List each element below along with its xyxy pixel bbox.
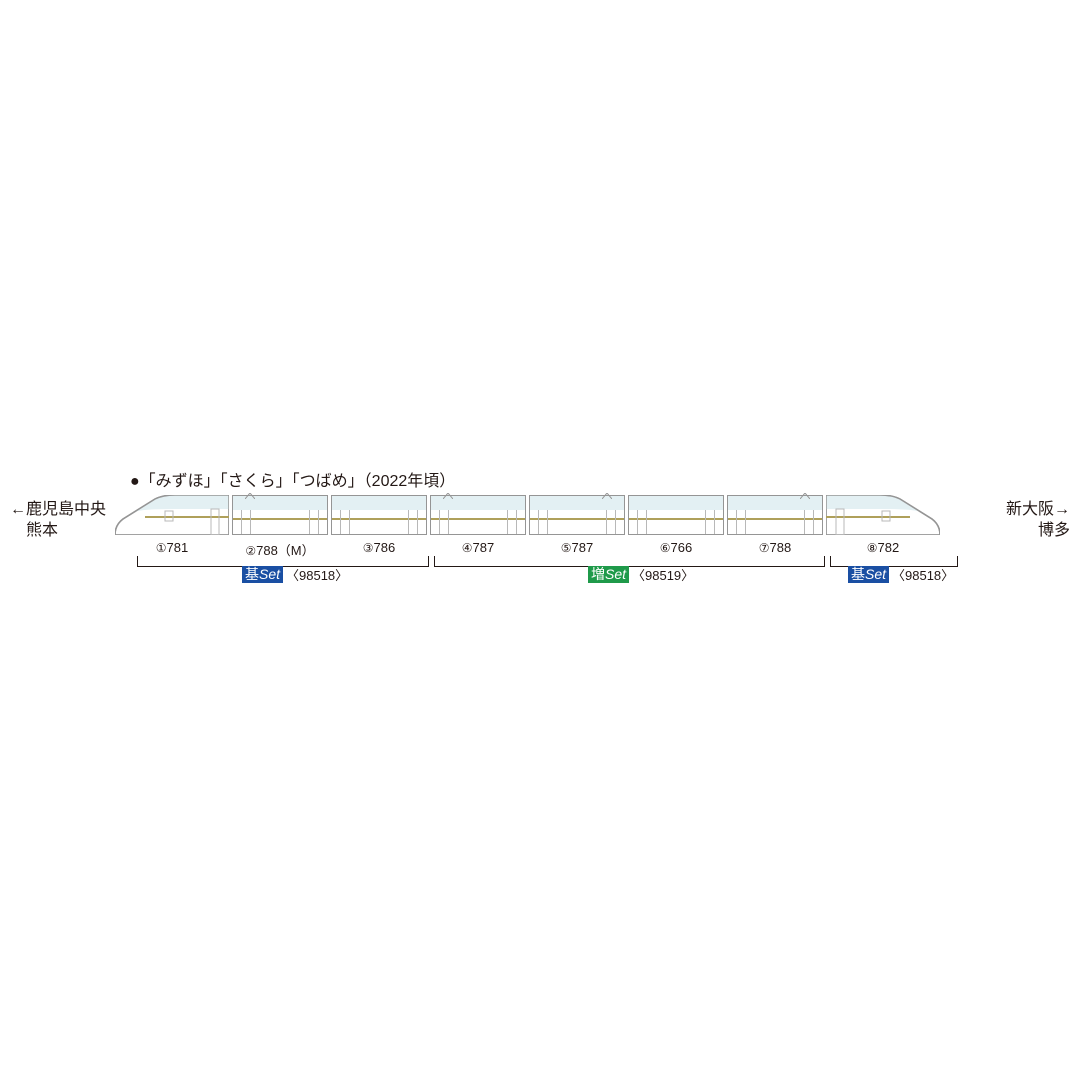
car-5: [529, 495, 625, 535]
car-6: [628, 495, 724, 535]
car-8-code: 782: [878, 540, 900, 555]
car-door: [637, 510, 647, 534]
car-door: [705, 510, 715, 534]
car-4-code: 787: [473, 540, 495, 555]
car-4: [430, 495, 526, 535]
addon-set-en: Set: [605, 566, 626, 582]
set-label-addon: 増Set 〈98519〉: [588, 565, 694, 584]
destination-left-line2: 熊本: [10, 521, 106, 542]
basic-set-en-r: Set: [865, 566, 886, 582]
car-3-num: ③: [363, 541, 374, 555]
car-8-nose-right: [826, 495, 940, 535]
destination-right-line2: 博多: [1006, 521, 1070, 542]
car-door: [408, 510, 418, 534]
basic-set-code-r: 〈98518〉: [892, 565, 954, 584]
car-8-num: ⑧: [867, 541, 878, 555]
basic-set-jp-r: 基: [851, 566, 865, 582]
destination-left: ←鹿児島中央 熊本: [10, 500, 106, 542]
car-door: [606, 510, 616, 534]
pantograph-icon: [245, 493, 255, 499]
car-3-code: 786: [374, 540, 396, 555]
basic-set-en: Set: [259, 566, 280, 582]
car-door: [804, 510, 814, 534]
car-6-code: 766: [671, 540, 693, 555]
car-7-code: 788: [770, 540, 792, 555]
pantograph-icon: [602, 493, 612, 499]
addon-set-code: 〈98519〉: [632, 565, 694, 584]
car-door: [538, 510, 548, 534]
pantograph-icon: [800, 493, 810, 499]
car-2: [232, 495, 328, 535]
diagram-title: ●「みずほ」「さくら」「つばめ」（2022年頃）: [130, 467, 455, 491]
car-door: [507, 510, 517, 534]
destination-right: 新大阪→ 博多: [1006, 500, 1070, 542]
car-3: [331, 495, 427, 535]
pantograph-icon: [443, 493, 453, 499]
car-roof: [629, 496, 723, 510]
car-4-num: ④: [462, 541, 473, 555]
train-consist: [115, 495, 970, 535]
car-door: [736, 510, 746, 534]
destination-left-line1: ←鹿児島中央: [10, 500, 106, 521]
car-1-code: 781: [167, 540, 189, 555]
car-7: [727, 495, 823, 535]
car-door: [340, 510, 350, 534]
car-1-nose-left: [115, 495, 229, 535]
set-label-basic-left: 基Set 〈98518〉: [242, 565, 348, 584]
basic-set-code: 〈98518〉: [286, 565, 348, 584]
destination-right-line1: 新大阪→: [1006, 500, 1070, 521]
car-door: [309, 510, 319, 534]
addon-set-badge: 増Set: [588, 566, 629, 583]
car-6-num: ⑥: [660, 541, 671, 555]
car-5-code: 787: [572, 540, 594, 555]
basic-set-jp: 基: [245, 566, 259, 582]
car-door: [439, 510, 449, 534]
car-7-num: ⑦: [759, 541, 770, 555]
set-label-basic-right: 基Set 〈98518〉: [848, 565, 954, 584]
car-1-num: ①: [156, 541, 167, 555]
car-door: [241, 510, 251, 534]
car-roof: [332, 496, 426, 510]
car-5-num: ⑤: [561, 541, 572, 555]
basic-set-badge: 基Set: [242, 566, 283, 583]
basic-set-badge-r: 基Set: [848, 566, 889, 583]
addon-set-jp: 増: [591, 566, 605, 582]
